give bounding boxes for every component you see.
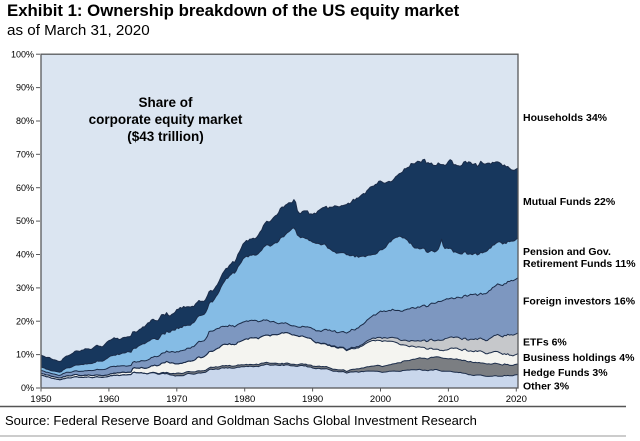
svg-text:1950: 1950: [30, 394, 51, 405]
svg-text:1990: 1990: [302, 394, 323, 405]
svg-text:Mutual Funds 22%: Mutual Funds 22%: [523, 196, 616, 208]
svg-text:1980: 1980: [234, 394, 255, 405]
svg-text:corporate equity market: corporate equity market: [89, 112, 243, 127]
svg-text:30%: 30%: [16, 283, 34, 293]
svg-text:0%: 0%: [21, 383, 34, 393]
svg-text:50%: 50%: [16, 216, 34, 226]
svg-text:Households 34%: Households 34%: [523, 112, 608, 124]
svg-text:40%: 40%: [16, 250, 34, 260]
svg-text:90%: 90%: [16, 83, 34, 93]
svg-text:80%: 80%: [16, 116, 34, 126]
svg-text:70%: 70%: [16, 149, 34, 159]
svg-text:Other 3%: Other 3%: [523, 381, 570, 393]
svg-text:2010: 2010: [438, 394, 459, 405]
svg-text:Hedge Funds 3%: Hedge Funds 3%: [523, 367, 608, 379]
svg-text:60%: 60%: [16, 183, 34, 193]
svg-text:Retirement Funds 11%: Retirement Funds 11%: [523, 258, 636, 270]
svg-text:100%: 100%: [11, 49, 34, 59]
svg-text:ETFs 6%: ETFs 6%: [523, 336, 567, 348]
svg-text:2000: 2000: [370, 394, 391, 405]
svg-text:Business holdings 4%: Business holdings 4%: [523, 352, 635, 364]
svg-text:2020: 2020: [506, 394, 527, 405]
svg-text:($43 trillion): ($43 trillion): [127, 129, 204, 144]
svg-text:10%: 10%: [16, 350, 34, 360]
svg-text:Foreign investors 16%: Foreign investors 16%: [523, 296, 636, 308]
svg-text:Pension and Gov.: Pension and Gov.: [523, 246, 611, 258]
svg-text:1960: 1960: [98, 394, 119, 405]
svg-text:Source: Federal Reserve Board: Source: Federal Reserve Board and Goldma…: [5, 413, 477, 428]
svg-text:1970: 1970: [166, 394, 187, 405]
svg-text:20%: 20%: [16, 316, 34, 326]
svg-text:Share of: Share of: [138, 95, 193, 110]
svg-text:Exhibit 1: Ownership breakdown: Exhibit 1: Ownership breakdown of the US…: [7, 1, 460, 20]
svg-text:as of March 31, 2020: as of March 31, 2020: [7, 22, 150, 39]
